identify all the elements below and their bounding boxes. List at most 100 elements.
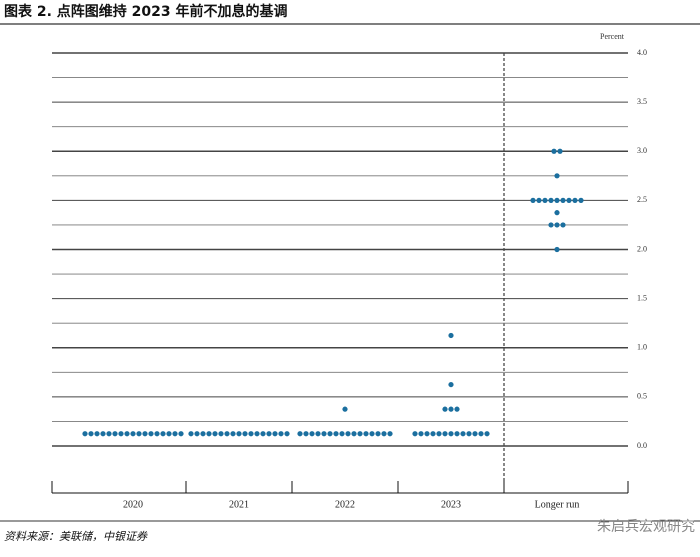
dot [124, 431, 130, 437]
dot [94, 431, 100, 437]
dot [418, 431, 424, 437]
dot [188, 431, 194, 437]
dot [82, 431, 88, 437]
dot [112, 431, 118, 437]
dot [551, 148, 557, 154]
dot [363, 431, 369, 437]
y-tick-label: 1.0 [637, 343, 647, 352]
dot [554, 173, 560, 179]
dot [278, 431, 284, 437]
dot [572, 197, 578, 203]
dot [142, 431, 148, 437]
dot [160, 431, 166, 437]
y-axis-label: Percent [600, 32, 625, 41]
dot [484, 431, 490, 437]
dot [448, 406, 454, 412]
dot [554, 210, 560, 216]
dot [254, 431, 260, 437]
source-note: 资料来源：美联储，中银证券 [4, 530, 148, 543]
dot [557, 148, 563, 154]
dot [224, 431, 230, 437]
dot [284, 431, 290, 437]
dot [554, 222, 560, 228]
dot [315, 431, 321, 437]
dot [297, 431, 303, 437]
dot [342, 406, 348, 412]
y-tick-label: 3.0 [637, 146, 647, 155]
dot [460, 431, 466, 437]
dot [536, 197, 542, 203]
dot [333, 431, 339, 437]
y-tick-label: 4.0 [637, 48, 647, 57]
dot [339, 431, 345, 437]
dot [212, 431, 218, 437]
dot [369, 431, 375, 437]
dot [560, 197, 566, 203]
dot [88, 431, 94, 437]
y-tick-label: 2.0 [637, 244, 647, 253]
dot [560, 222, 566, 228]
dot [266, 431, 272, 437]
dot [454, 406, 460, 412]
dot [345, 431, 351, 437]
dot [387, 431, 393, 437]
dot [194, 431, 200, 437]
dot [236, 431, 242, 437]
dot [136, 431, 142, 437]
dot [100, 431, 106, 437]
dot [230, 431, 236, 437]
dot [412, 431, 418, 437]
watermark: 朱启兵宏观研究 [597, 519, 695, 535]
dot [178, 431, 184, 437]
dot [242, 431, 248, 437]
x-tick-label: 2022 [335, 499, 355, 510]
dot [357, 431, 363, 437]
dot [272, 431, 278, 437]
x-tick-label: Longer run [535, 499, 580, 510]
dot [106, 431, 112, 437]
dot [448, 381, 454, 388]
dot [118, 431, 124, 437]
chart-title: 图表 2. 点阵图维持 2023 年前不加息的基调 [4, 3, 288, 20]
dot [206, 431, 212, 437]
dot [466, 431, 472, 437]
dot [442, 406, 448, 412]
dot [200, 431, 206, 437]
x-tick-label: 2021 [229, 499, 249, 510]
dot [303, 431, 309, 437]
dot [454, 431, 460, 437]
dot [530, 197, 536, 203]
dot [218, 431, 224, 437]
dot [327, 431, 333, 437]
dot [381, 431, 387, 437]
dot [260, 431, 266, 437]
x-tick-label: 2020 [123, 499, 143, 510]
dot [148, 431, 154, 437]
dot [554, 246, 560, 253]
y-tick-label: 0.0 [637, 441, 647, 450]
y-tick-label: 3.5 [637, 97, 647, 106]
dot [472, 431, 478, 437]
dot [436, 431, 442, 437]
dot [542, 197, 548, 203]
dot [351, 431, 357, 437]
dot [448, 332, 454, 339]
dot [424, 431, 430, 437]
x-tick-label: 2023 [441, 499, 461, 510]
dot [375, 431, 381, 437]
dot [478, 431, 484, 437]
y-tick-label: 0.5 [637, 392, 647, 401]
dot [154, 431, 160, 437]
dot [578, 197, 584, 203]
dot [430, 431, 436, 437]
dot [166, 431, 172, 437]
dot [548, 197, 554, 203]
dot [309, 431, 315, 437]
dot [548, 222, 554, 228]
dot [321, 431, 327, 437]
dot [442, 431, 448, 437]
y-tick-label: 2.5 [637, 195, 647, 204]
dot [566, 197, 572, 203]
dot [130, 431, 136, 437]
